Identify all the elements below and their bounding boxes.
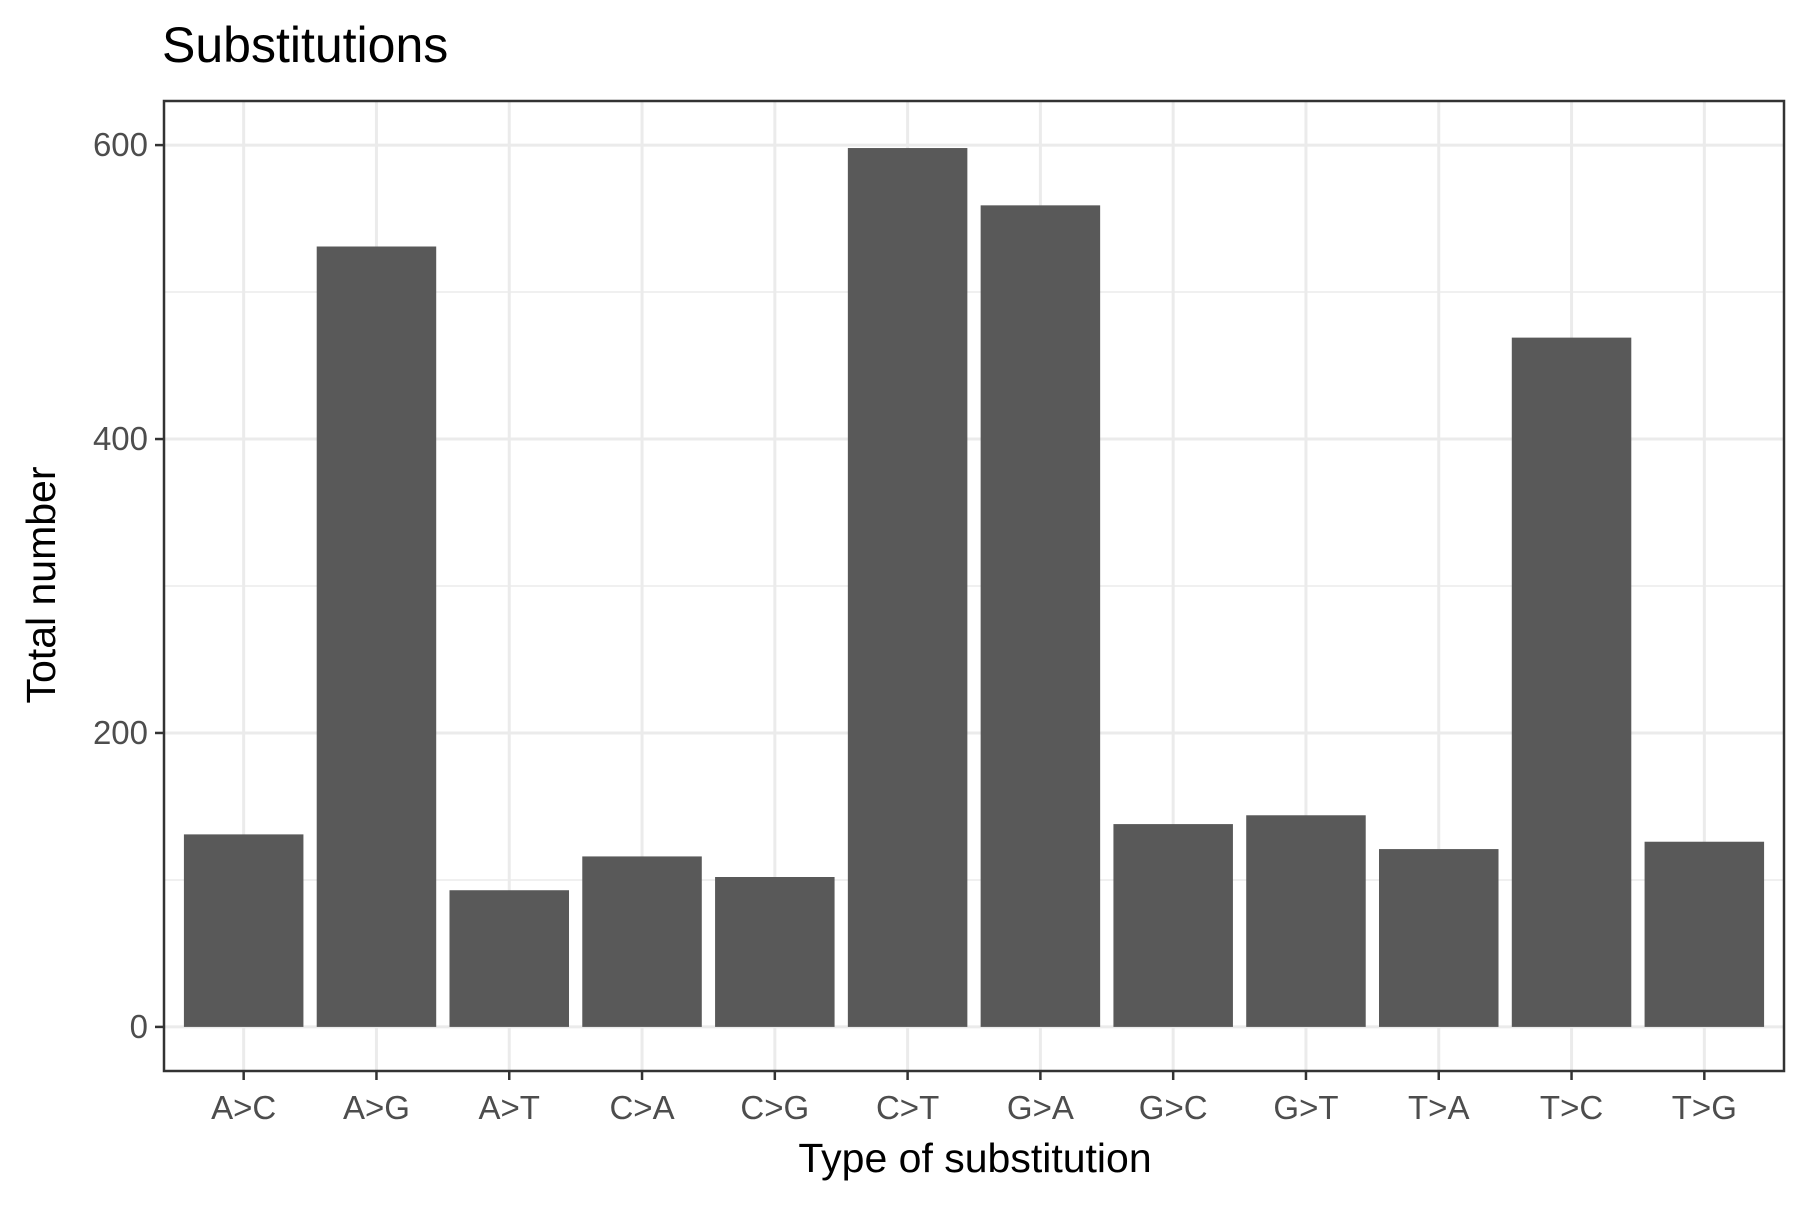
bar [1246, 815, 1366, 1027]
bar [316, 246, 437, 1027]
x-tick-label: T>G [1672, 1089, 1737, 1126]
x-tick-label: T>C [1540, 1089, 1603, 1126]
bar [1511, 337, 1632, 1027]
x-tick-label: C>T [876, 1089, 939, 1126]
x-tick-label: T>A [1408, 1089, 1469, 1126]
y-tick-label: 600 [93, 126, 148, 163]
x-tick-label: C>G [740, 1089, 809, 1126]
bar [715, 877, 835, 1027]
y-tick-label: 400 [93, 420, 148, 457]
panel-border [162, 99, 1786, 1073]
bar [449, 890, 569, 1027]
bar [980, 205, 1101, 1027]
x-axis-title: Type of substitution [798, 1135, 1151, 1181]
bar [847, 148, 968, 1027]
bar [1113, 824, 1233, 1027]
x-tick-label: A>G [343, 1089, 410, 1126]
x-tick-label: G>C [1139, 1089, 1208, 1126]
bars [183, 148, 1765, 1027]
y-axis-title: Total number [18, 466, 64, 703]
x-tick-label: G>A [1007, 1089, 1074, 1126]
bar [1379, 849, 1499, 1027]
y-tick-label: 200 [93, 714, 148, 751]
x-axis: A>C A>G A>T C>A C>G C>T G>A G>C G>T T>A T>C T>G [211, 1071, 1737, 1126]
y-tick-label: 0 [130, 1008, 148, 1045]
x-tick-label: A>C [211, 1089, 276, 1126]
y-axis: 0 200 400 600 [93, 126, 164, 1045]
x-tick-label: C>A [609, 1089, 674, 1126]
bar [1644, 841, 1765, 1027]
x-tick-label: G>T [1273, 1089, 1338, 1126]
bar [183, 834, 304, 1027]
chart-title: Substitutions [162, 17, 448, 73]
bar [582, 856, 702, 1027]
x-tick-label: A>T [479, 1089, 540, 1126]
